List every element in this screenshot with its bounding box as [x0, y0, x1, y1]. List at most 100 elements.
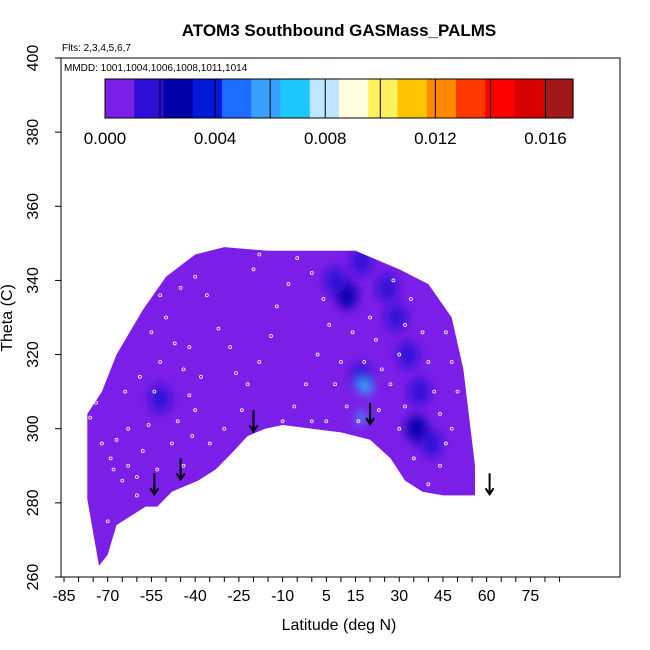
- y-tick-label: 280: [25, 489, 42, 516]
- x-tick-label: -25: [227, 588, 250, 605]
- colorbar-tick-label: 0.000: [84, 129, 127, 148]
- field-feature: [175, 444, 198, 473]
- observation-point: [120, 478, 125, 483]
- observation-point: [327, 323, 332, 327]
- observation-point: [204, 293, 209, 298]
- x-tick-label: -40: [184, 588, 207, 605]
- observation-point: [333, 382, 337, 387]
- x-tick-label: -85: [52, 588, 75, 605]
- observation-point: [408, 297, 413, 301]
- observation-point: [178, 285, 183, 290]
- observation-point: [126, 426, 131, 431]
- colorbar-segment: [485, 79, 516, 118]
- observation-point: [126, 463, 131, 468]
- colorbar-segment: [163, 79, 194, 118]
- colorbar-tick-label: 0.004: [194, 129, 237, 148]
- observation-point: [280, 419, 285, 424]
- observation-point: [443, 330, 448, 335]
- field-feature: [362, 380, 373, 395]
- observation-point: [123, 389, 128, 394]
- y-tick-label: 300: [25, 415, 42, 442]
- observation-point: [443, 441, 448, 446]
- observation-point: [344, 404, 349, 409]
- x-tick-label: 15: [347, 588, 365, 605]
- colorbar-frame: [104, 78, 574, 119]
- observation-point: [199, 374, 203, 379]
- observation-point: [438, 463, 442, 468]
- colorbar-segment: [222, 79, 252, 118]
- observation-point: [257, 360, 262, 364]
- observation-point: [99, 441, 104, 446]
- observation-point: [309, 419, 314, 424]
- observation-point: [449, 426, 454, 431]
- observation-point: [251, 267, 256, 272]
- observation-point: [149, 330, 154, 335]
- observation-point: [362, 360, 367, 364]
- y-axis: 260 280 300 320 340 360 380 400: [25, 45, 61, 591]
- observation-point: [175, 419, 180, 424]
- observation-point: [207, 441, 212, 446]
- observation-point: [114, 437, 119, 442]
- observation-point: [414, 271, 419, 275]
- x-tick-label: 45: [434, 588, 452, 605]
- field-feature: [350, 247, 373, 276]
- observation-point: [274, 304, 279, 309]
- observation-point: [397, 352, 402, 357]
- field-layer: [87, 247, 476, 566]
- field-feature: [356, 410, 367, 425]
- observation-point: [292, 404, 297, 409]
- observation-point: [304, 382, 308, 387]
- observation-point: [245, 382, 250, 387]
- observation-point: [108, 456, 113, 461]
- observation-point: [356, 419, 361, 424]
- colorbar-segment: [134, 79, 165, 118]
- x-tick-label: -70: [96, 588, 119, 605]
- observation-point: [269, 334, 273, 338]
- observation-point: [397, 426, 402, 431]
- observation-point: [169, 441, 174, 446]
- observation-point: [111, 467, 116, 472]
- observation-point: [403, 404, 407, 409]
- colorbar-segment: [426, 79, 457, 118]
- y-tick-label: 320: [25, 341, 42, 368]
- field-feature: [149, 385, 172, 414]
- x-tick-label: -55: [140, 588, 163, 605]
- observation-point: [324, 419, 329, 424]
- observation-point: [455, 389, 460, 394]
- colorbar-segment: [514, 79, 545, 118]
- observation-point: [234, 371, 238, 376]
- observation-point: [94, 400, 98, 405]
- field-feature: [324, 266, 347, 295]
- observation-point: [222, 426, 227, 431]
- y-tick-label: 360: [25, 193, 42, 220]
- observation-point: [339, 360, 343, 364]
- observation-point: [181, 367, 186, 372]
- observation-point: [134, 493, 139, 498]
- colorbar: 0.000 0.004 0.008 0.012 0.016: [84, 78, 574, 148]
- y-tick-label: 380: [25, 119, 42, 146]
- y-tick-label: 260: [25, 564, 42, 591]
- observation-point: [155, 467, 160, 472]
- colorbar-segment: [192, 79, 223, 118]
- observation-point: [187, 345, 192, 350]
- field-feature: [396, 340, 419, 369]
- observation-points: [88, 252, 460, 524]
- observation-point: [449, 360, 454, 364]
- observation-point: [158, 293, 163, 298]
- observation-point: [88, 415, 93, 420]
- x-axis-label: Latitude (deg N): [282, 617, 397, 634]
- flights-annotation: Flts: 2,3,4,5,6,7: [62, 43, 131, 54]
- observation-point: [438, 411, 442, 416]
- x-tick-label: 30: [390, 588, 408, 605]
- chart-title: ATOM3 Southbound GASMass_PALMS: [182, 21, 497, 40]
- observation-point: [152, 389, 157, 394]
- field-feature: [376, 273, 399, 302]
- colorbar-segment: [543, 79, 574, 118]
- observation-point: [187, 393, 192, 398]
- observation-point: [105, 519, 110, 524]
- observation-point: [146, 423, 151, 427]
- observation-point: [376, 408, 381, 413]
- colorbar-segment: [105, 79, 135, 118]
- colorbar-segment: [456, 79, 486, 118]
